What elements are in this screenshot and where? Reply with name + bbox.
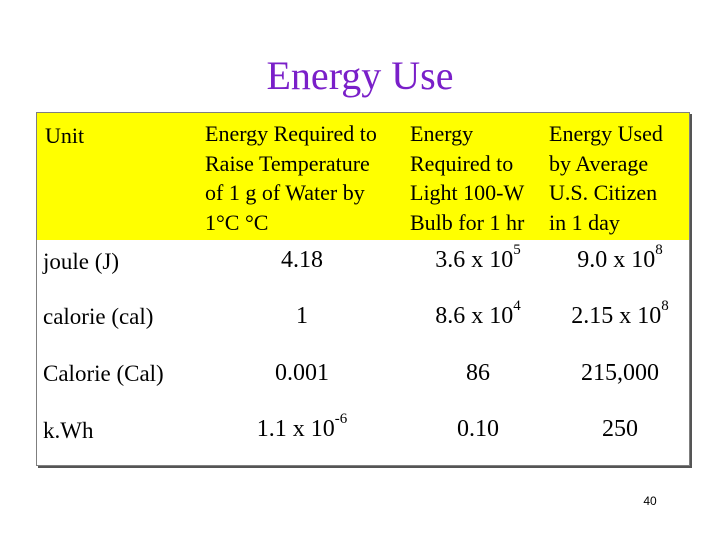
header-col1-line: of 1 g of Water by xyxy=(205,180,365,205)
header-col3-line: Energy Used xyxy=(549,121,663,146)
row3-col3: 215,000 xyxy=(581,360,659,386)
header-col3-line: U.S. Citizen xyxy=(549,180,658,205)
header-col3: Energy Used by Average U.S. Citizen in 1… xyxy=(549,119,663,237)
header-col1-line: Energy Required to xyxy=(205,121,377,146)
row1-col2: 3.6 x 105 xyxy=(435,242,521,274)
row2-col2: 8.6 x 104 xyxy=(435,298,521,330)
header-col2-line: Light 100-W xyxy=(410,180,525,205)
header-col2-line: Bulb for 1 hr xyxy=(410,209,525,235)
header-col1-line: 1°C °C xyxy=(205,209,269,235)
row-unit-calorie: calorie (cal) xyxy=(43,304,154,329)
row-unit-big-calorie: Calorie (Cal) xyxy=(43,361,164,386)
header-col1: Energy Required to Raise Temperature of … xyxy=(205,119,377,237)
header-col3-line: by Average xyxy=(549,150,649,176)
row3-col2: 86 xyxy=(466,360,490,386)
row-unit-joule: joule (J) xyxy=(43,249,120,274)
slide-title: Energy Use xyxy=(266,53,454,98)
row4-col2: 0.10 xyxy=(457,416,499,442)
page-number: 40 xyxy=(643,494,657,508)
row1-col3: 9.0 x 108 xyxy=(577,242,663,274)
energy-table: Unit Energy Required to Raise Temperatur… xyxy=(36,112,690,466)
header-col3-line: in 1 day xyxy=(549,209,620,235)
header-col1-line: Raise Temperature xyxy=(205,150,370,176)
row3-col1: 0.001 xyxy=(275,360,329,386)
row2-col3: 2.15 x 108 xyxy=(571,298,669,330)
header-col2-line: Required to xyxy=(410,150,514,176)
header-unit: Unit xyxy=(45,123,85,148)
header-band xyxy=(37,113,689,240)
row1-col1: 4.18 xyxy=(281,247,323,273)
header-col2: Energy Required to Light 100-W Bulb for … xyxy=(410,119,524,237)
header-col2-line: Energy xyxy=(410,121,474,146)
row4-col3: 250 xyxy=(602,416,638,442)
row2-col1: 1 xyxy=(296,303,308,329)
row4-col1: 1.1 x 10-6 xyxy=(256,411,348,443)
row-unit-kwh: k.Wh xyxy=(43,418,94,443)
